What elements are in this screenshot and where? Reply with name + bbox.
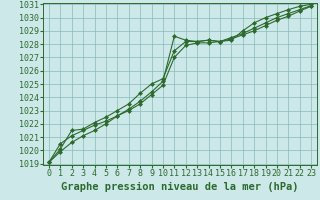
X-axis label: Graphe pression niveau de la mer (hPa): Graphe pression niveau de la mer (hPa) [61, 182, 299, 192]
